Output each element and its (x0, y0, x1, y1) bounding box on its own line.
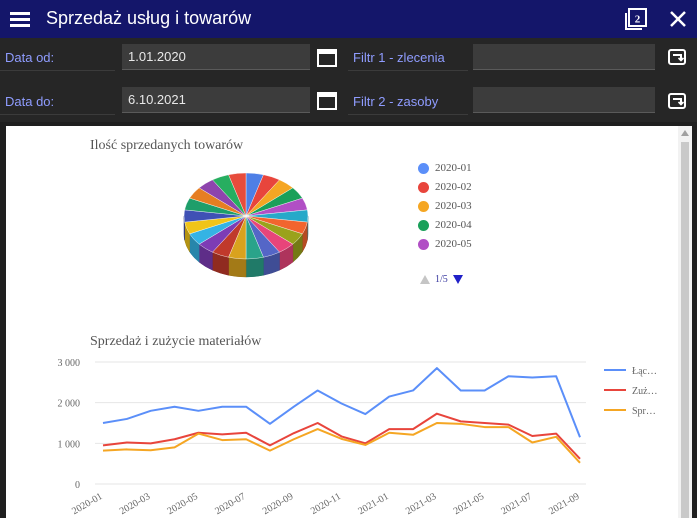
legend-item[interactable]: 2020-05 (418, 238, 472, 250)
y-tick-label: 3 000 (58, 358, 81, 369)
filter-panel: Data od: 1.01.2020 Filtr 1 - zlecenia Da… (0, 38, 697, 122)
hamburger-menu-icon[interactable] (10, 11, 32, 27)
date-to-input[interactable]: 6.10.2021 (122, 87, 310, 113)
x-tick-label: 2021-07 (499, 491, 533, 517)
legend-dot (418, 219, 429, 231)
x-tick-label: 2020-09 (261, 491, 295, 517)
legend-label: 2020-03 (435, 200, 472, 212)
calendar-icon[interactable] (316, 46, 338, 68)
svg-text:2: 2 (635, 14, 641, 26)
legend-pager: 1/5 (420, 274, 463, 285)
pie-slice[interactable] (228, 172, 247, 217)
filter2-input[interactable] (473, 87, 655, 113)
series-line[interactable] (102, 412, 581, 460)
legend-dot (418, 200, 429, 212)
pie-chart-title: Ilość sprzedanych towarów (90, 138, 244, 153)
x-tick-label: 2020-07 (213, 491, 247, 517)
legend-item[interactable]: 2020-01 (418, 162, 472, 174)
line-chart-title: Sprzedaż i zużycie materiałów (90, 334, 262, 349)
scroll-up-icon[interactable] (681, 130, 689, 136)
app-title: Sprzedaż usług i towarów (46, 8, 252, 28)
x-tick-label: 2021-09 (547, 491, 581, 517)
legend-dot (418, 238, 429, 250)
close-icon[interactable] (665, 6, 691, 32)
legend-page-text: 1/5 (435, 274, 448, 285)
calendar-icon[interactable] (316, 89, 338, 111)
pie-chart (183, 172, 309, 278)
legend-label: 2020-04 (435, 219, 472, 231)
x-tick-label: 2021-03 (404, 491, 438, 517)
x-tick-label: 2020-05 (166, 491, 200, 517)
legend-prev-icon[interactable] (420, 275, 430, 284)
legend-item[interactable]: 2020-03 (418, 200, 472, 212)
date-to-label: Data do: (0, 89, 115, 115)
filter2-label: Filtr 2 - zasoby (348, 89, 468, 115)
legend-item[interactable]: 2020-02 (418, 181, 472, 193)
y-tick-label: 2 000 (58, 399, 81, 410)
y-tick-label: 1 000 (58, 439, 81, 450)
legend-dot (418, 181, 429, 193)
legend-label[interactable]: Spr… (632, 406, 656, 417)
series-line[interactable] (102, 422, 581, 464)
vertical-scrollbar[interactable] (678, 126, 692, 518)
x-tick-label: 2020-01 (70, 491, 104, 517)
pie-slice-side (245, 256, 264, 278)
pie-slice-side (228, 256, 247, 278)
date-from-input[interactable]: 1.01.2020 (122, 44, 310, 70)
filter1-input[interactable] (473, 44, 655, 70)
charts-panel[interactable]: Ilość sprzedanych towarów 2020-01 2020-02… (6, 126, 692, 518)
filter1-label: Filtr 1 - zlecenia (348, 45, 468, 71)
y-tick-label: 0 (75, 480, 80, 491)
x-tick-label: 2021-05 (452, 491, 486, 517)
legend-label: 2020-01 (435, 162, 472, 174)
date-from-label: Data od: (0, 45, 115, 71)
title-bar: Sprzedaż usług i towarów 2 (0, 0, 697, 38)
series-line[interactable] (102, 367, 581, 438)
legend-label[interactable]: Zuż… (632, 386, 658, 397)
legend-item[interactable]: 2020-04 (418, 219, 472, 231)
picker-icon[interactable] (667, 91, 687, 111)
scroll-thumb[interactable] (681, 142, 689, 518)
legend-label: 2020-02 (435, 181, 472, 193)
x-tick-label: 2020-11 (309, 491, 343, 517)
x-tick-label: 2021-01 (356, 491, 390, 517)
picker-icon[interactable] (667, 47, 687, 67)
legend-label: 2020-05 (435, 238, 472, 250)
legend-label[interactable]: Łąc… (632, 366, 657, 377)
x-tick-label: 2020-03 (118, 491, 152, 517)
legend-next-icon[interactable] (452, 275, 463, 284)
pages-icon[interactable]: 2 (624, 7, 648, 31)
legend-dot (418, 162, 429, 174)
